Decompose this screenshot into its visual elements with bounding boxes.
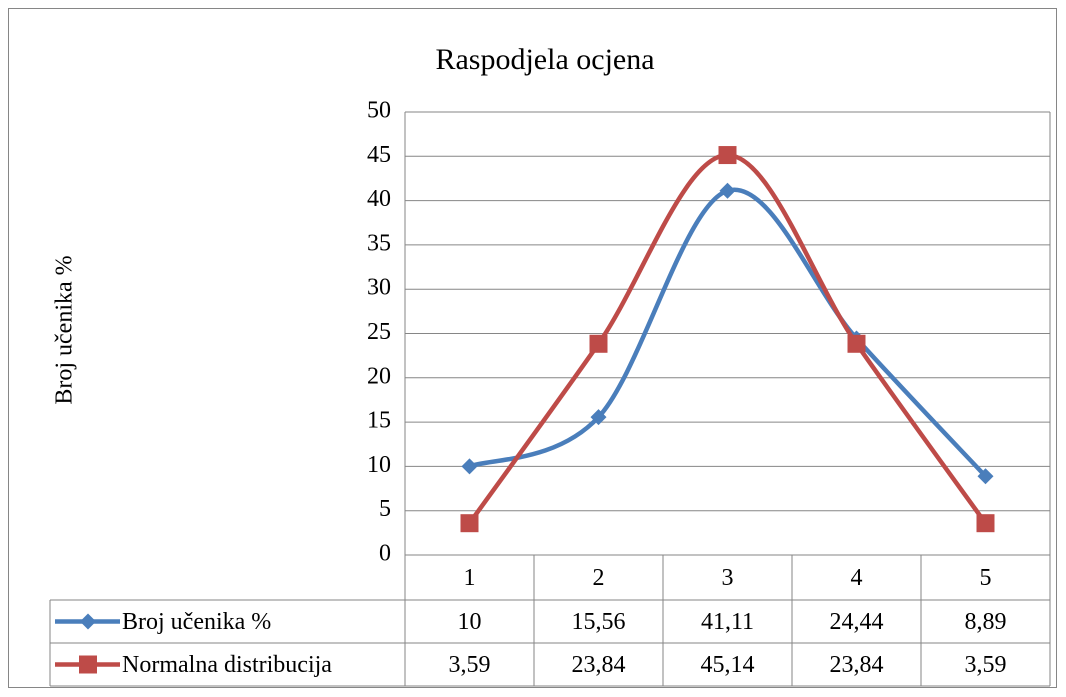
table-value: 15,56 — [572, 609, 626, 635]
x-tick-label: 5 — [980, 565, 992, 591]
marker — [460, 514, 479, 533]
chart-border — [8, 8, 1057, 688]
chart-title: Raspodjela ocjena — [435, 43, 654, 76]
x-tick-label: 1 — [464, 565, 476, 591]
legend-label: Normalna distribucija — [122, 652, 332, 678]
y-tick-label: 30 — [367, 275, 391, 301]
y-tick-label: 15 — [367, 408, 391, 434]
table-value: 24,44 — [830, 609, 884, 635]
marker — [977, 468, 994, 485]
marker — [847, 334, 866, 353]
y-tick-label: 0 — [379, 541, 391, 567]
y-tick-label: 20 — [367, 363, 391, 389]
table-value: 3,59 — [449, 652, 491, 678]
y-tick-label: 25 — [367, 319, 391, 345]
y-tick-label: 40 — [367, 186, 391, 212]
table-value: 45,14 — [701, 652, 755, 678]
x-tick-label: 3 — [722, 565, 734, 591]
table-value: 10 — [458, 609, 482, 635]
marker — [976, 514, 995, 533]
y-tick-label: 10 — [367, 452, 391, 478]
marker — [80, 613, 96, 630]
table-value: 41,11 — [701, 609, 754, 635]
marker — [718, 146, 737, 165]
x-tick-label: 2 — [593, 565, 605, 591]
marker — [79, 655, 97, 674]
x-tick-label: 4 — [851, 565, 863, 591]
y-tick-label: 45 — [367, 142, 391, 168]
marker — [461, 458, 478, 475]
table-value: 3,59 — [965, 652, 1007, 678]
marker — [590, 409, 607, 426]
table-value: 8,89 — [965, 609, 1007, 635]
y-axis-label: Broj učenika % — [52, 255, 78, 404]
y-tick-label: 50 — [367, 98, 391, 124]
table-value: 23,84 — [572, 652, 626, 678]
y-tick-label: 5 — [379, 496, 391, 522]
y-tick-label: 35 — [367, 230, 391, 256]
legend-label: Broj učenika % — [122, 609, 271, 635]
table-value: 23,84 — [830, 652, 884, 678]
marker — [589, 334, 608, 353]
marker — [719, 182, 736, 199]
